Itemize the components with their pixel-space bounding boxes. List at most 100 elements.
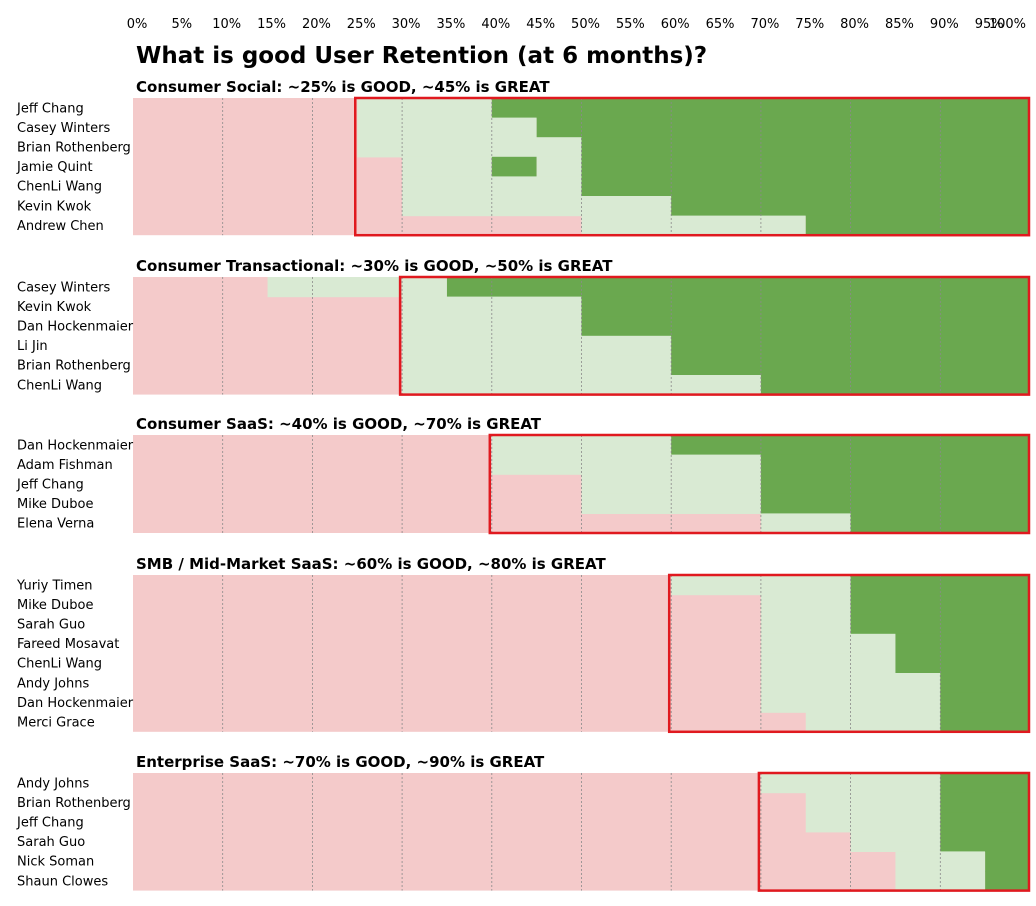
good-range-highlight [488, 433, 1031, 535]
heat-cell [581, 316, 1030, 337]
row-label: Jeff Chang [16, 816, 84, 831]
heat-cell [402, 335, 672, 356]
good-range-highlight [757, 771, 1031, 892]
row-label: Kevin Kwok [17, 199, 92, 214]
row-label: Sarah Guo [17, 835, 85, 850]
heat-cell [850, 575, 1030, 596]
row-label: Brian Rothenberg [17, 796, 131, 811]
row-label: Jeff Chang [16, 478, 84, 493]
row-label: Dan Hockenmaier [17, 438, 134, 453]
row-label: Nick Soman [17, 855, 94, 870]
heat-cell [581, 215, 806, 236]
panel: SMB / Mid-Market SaaS: ~60% is GOOD, ~80… [16, 555, 1031, 734]
x-tick-label: 60% [661, 17, 690, 32]
panel-title: Consumer SaaS: ~40% is GOOD, ~70% is GRE… [136, 415, 542, 433]
x-tick-label: 50% [571, 17, 600, 32]
x-tick-label: 90% [930, 17, 959, 32]
heat-cell [581, 156, 1030, 177]
panel: Enterprise SaaS: ~70% is GOOD, ~90% is G… [16, 753, 1031, 892]
panel-title: Consumer Social: ~25% is GOOD, ~45% is G… [136, 78, 550, 96]
row-label: Fareed Mosavat [17, 637, 119, 652]
x-tick-label: 85% [885, 17, 914, 32]
heat-cell [357, 137, 582, 158]
heat-cell [536, 156, 582, 177]
heat-cell [940, 673, 1030, 694]
panel: Consumer SaaS: ~40% is GOOD, ~70% is GRE… [16, 415, 1031, 535]
heat-cell [760, 653, 896, 674]
heat-cell [985, 871, 1030, 892]
heat-cell [760, 474, 1030, 495]
x-axis-tick-labels: 0% 5% 10% 15% 20% 25% 30% 35% 40% 45% 50% 55% 60% 65%… [127, 17, 1026, 32]
x-tick-label: 70% [750, 17, 779, 32]
row-label: Andrew Chen [17, 219, 104, 234]
row-label: Kevin Kwok [17, 300, 92, 315]
x-tick-label: 65% [706, 17, 735, 32]
heat-cell [895, 653, 1030, 674]
row-label: Andy Johns [17, 776, 89, 791]
heat-cell [671, 575, 851, 596]
heat-cell [940, 712, 1030, 733]
heat-cell [895, 633, 1030, 654]
x-tick-label: 100% [989, 17, 1026, 32]
x-tick-label: 20% [302, 17, 331, 32]
heat-cell [760, 614, 851, 635]
panel-title: Consumer Transactional: ~30% is GOOD, ~5… [136, 257, 613, 275]
heat-cell [940, 692, 1030, 713]
row-label: Casey Winters [17, 121, 110, 136]
heat-cell [581, 296, 1030, 317]
row-label: Dan Hockenmaier [17, 696, 134, 711]
heat-cell [402, 156, 492, 177]
heat-cell [357, 117, 537, 138]
good-range-highlight [354, 96, 1031, 237]
good-range-highlight [398, 275, 1031, 396]
x-tick-label: 25% [347, 17, 376, 32]
heat-cell [760, 493, 1030, 514]
row-label: Brian Rothenberg [17, 359, 131, 374]
heat-cell [805, 812, 941, 833]
heat-cell [536, 117, 1030, 138]
row-label: ChenLi Wang [17, 378, 102, 393]
heat-cell [357, 98, 492, 119]
x-tick-label: 30% [392, 17, 421, 32]
heat-cell [760, 375, 1030, 396]
x-tick-label: 75% [795, 17, 824, 32]
row-label: Jeff Chang [16, 101, 84, 116]
heat-cell [760, 773, 941, 794]
x-tick-label: 5% [172, 17, 193, 32]
row-label: Yuriy Timen [16, 578, 93, 593]
row-label: ChenLi Wang [17, 180, 102, 195]
heat-cell [805, 792, 941, 813]
x-tick-label: 95% [975, 17, 1004, 32]
heat-cell [760, 454, 1030, 475]
panel-title: Enterprise SaaS: ~70% is GOOD, ~90% is G… [136, 753, 545, 771]
heat-cell [850, 831, 941, 852]
heat-cell [760, 513, 851, 534]
panel: Consumer Social: ~25% is GOOD, ~45% is G… [16, 78, 1031, 237]
row-label: Sarah Guo [17, 618, 85, 633]
x-tick-label: 10% [212, 17, 241, 32]
x-tick-label: 15% [257, 17, 286, 32]
heat-cell [940, 812, 1030, 833]
x-tick-label: 40% [481, 17, 510, 32]
row-label: Adam Fishman [17, 458, 113, 473]
panels: Consumer Social: ~25% is GOOD, ~45% is G… [16, 78, 1031, 892]
heat-cell [760, 594, 851, 615]
panel: Consumer Transactional: ~30% is GOOD, ~5… [17, 257, 1031, 396]
x-tick-label: 80% [840, 17, 869, 32]
heat-cell [402, 196, 672, 217]
heat-cell [581, 176, 1030, 197]
heat-cell [805, 712, 941, 733]
row-label: Merci Grace [17, 716, 95, 731]
heat-cell [760, 692, 941, 713]
heat-cell [760, 633, 896, 654]
x-tick-label: 35% [436, 17, 465, 32]
heat-cell [491, 156, 537, 177]
panel-title: SMB / Mid-Market SaaS: ~60% is GOOD, ~80… [136, 555, 606, 573]
row-label: Dan Hockenmaier [17, 320, 134, 335]
heat-cell [491, 454, 761, 475]
heat-cell [805, 215, 1030, 236]
row-label: Li Jin [17, 339, 48, 354]
good-range-highlight [667, 573, 1031, 734]
x-tick-label: 45% [526, 17, 555, 32]
